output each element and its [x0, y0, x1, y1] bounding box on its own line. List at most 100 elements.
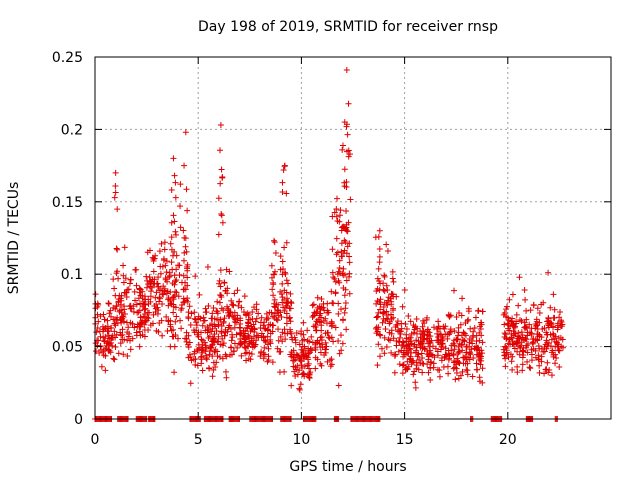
data-point	[196, 291, 203, 298]
data-point	[304, 337, 311, 344]
data-point	[502, 343, 509, 350]
data-point	[276, 369, 283, 376]
data-point	[167, 297, 174, 304]
data-point	[335, 337, 342, 344]
data-point	[271, 296, 278, 303]
data-point	[300, 370, 307, 377]
data-point	[221, 332, 228, 339]
data-point	[181, 234, 188, 241]
data-point	[318, 336, 325, 343]
data-point	[201, 317, 208, 324]
data-point	[526, 364, 533, 371]
data-point	[136, 286, 143, 293]
data-point	[209, 310, 216, 317]
data-point	[434, 366, 441, 373]
y-tick-label: 0.25	[52, 50, 83, 66]
data-point	[413, 315, 420, 322]
data-point	[183, 329, 190, 336]
data-point	[182, 243, 189, 250]
data-point	[199, 322, 206, 329]
data-point	[373, 314, 380, 321]
data-point	[343, 208, 350, 215]
data-point	[299, 349, 306, 356]
data-point	[92, 291, 99, 298]
data-point	[375, 265, 382, 272]
data-point	[120, 279, 127, 286]
data-point	[534, 305, 541, 312]
data-point	[410, 329, 417, 336]
data-point	[304, 371, 311, 378]
data-point	[229, 313, 236, 320]
data-point	[279, 258, 286, 265]
data-point	[424, 331, 431, 338]
data-point	[473, 366, 480, 373]
data-point	[321, 351, 328, 358]
data-point	[381, 350, 388, 357]
data-point	[253, 301, 260, 308]
data-point	[210, 359, 217, 366]
data-point	[276, 348, 283, 355]
data-point	[143, 317, 150, 324]
data-point	[172, 331, 179, 338]
data-point	[231, 290, 238, 297]
data-point	[536, 362, 543, 369]
data-point	[412, 379, 419, 386]
data-point	[110, 276, 117, 283]
data-point	[133, 266, 140, 273]
data-point	[251, 304, 258, 311]
data-point	[153, 289, 160, 296]
data-point	[395, 348, 402, 355]
data-point	[250, 333, 257, 340]
data-point	[341, 309, 348, 316]
data-point	[145, 327, 152, 334]
data-point	[407, 353, 414, 360]
data-point	[127, 276, 134, 283]
data-point	[280, 265, 287, 272]
data-point	[280, 304, 287, 311]
data-point	[216, 277, 223, 284]
data-point	[476, 329, 483, 336]
data-point	[219, 174, 226, 181]
data-point	[442, 353, 449, 360]
data-point	[505, 340, 512, 347]
data-point	[205, 302, 212, 309]
data-point	[156, 295, 163, 302]
data-point	[524, 332, 531, 339]
data-point	[120, 262, 127, 269]
data-point	[112, 343, 119, 350]
data-point	[472, 314, 479, 321]
data-point	[290, 363, 297, 370]
data-point	[322, 330, 329, 337]
data-point	[329, 299, 336, 306]
data-point	[527, 307, 534, 314]
data-point	[177, 317, 184, 324]
data-point	[282, 270, 289, 277]
data-point	[261, 351, 268, 358]
data-point	[478, 347, 485, 354]
data-point	[341, 237, 348, 244]
data-point	[402, 366, 409, 373]
data-point	[436, 330, 443, 337]
data-point	[385, 336, 392, 343]
data-point	[377, 353, 384, 360]
data-point	[274, 317, 281, 324]
data-point	[467, 351, 474, 358]
data-point	[173, 289, 180, 296]
data-point	[341, 166, 348, 173]
data-point	[312, 346, 319, 353]
data-point	[424, 314, 431, 321]
data-point	[227, 352, 234, 359]
data-point	[283, 190, 290, 197]
data-point	[379, 319, 386, 326]
data-point	[297, 357, 304, 364]
data-point	[530, 302, 537, 309]
data-point	[381, 272, 388, 279]
data-point	[533, 316, 540, 323]
data-point	[97, 313, 104, 320]
data-point	[314, 308, 321, 315]
data-point	[476, 323, 483, 330]
data-point	[170, 309, 177, 316]
data-point	[159, 291, 166, 298]
data-point	[344, 228, 351, 235]
data-point	[185, 315, 192, 322]
